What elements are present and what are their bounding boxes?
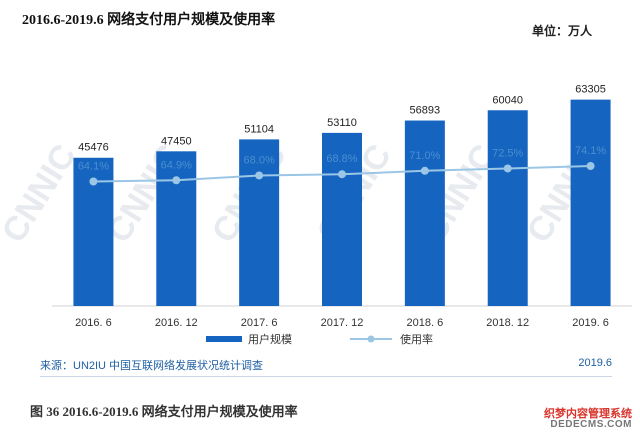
rate-point-1 — [89, 177, 98, 186]
bar-value-label: 45476 — [78, 142, 109, 154]
rate-point-6 — [503, 164, 512, 173]
bar-value-label: 60040 — [492, 94, 523, 106]
rate-value-label: 74.1% — [575, 145, 606, 157]
x-tick-label: 2016. 6 — [75, 317, 112, 329]
bar-3 — [239, 139, 280, 306]
site-watermark-name: 织梦内容管理系统 — [544, 408, 632, 420]
rate-point-7 — [586, 162, 595, 170]
rate-value-label: 72.5% — [492, 147, 523, 159]
rate-value-label: 68.8% — [326, 153, 357, 165]
source-date: 2019.6 — [578, 357, 612, 369]
rate-point-5 — [420, 166, 429, 175]
rate-value-label: 64.9% — [161, 159, 192, 171]
rate-value-label: 71.0% — [409, 150, 440, 162]
x-tick-label: 2016. 12 — [155, 317, 198, 329]
x-tick-label: 2018. 6 — [407, 317, 444, 329]
bar-value-label: 56893 — [410, 105, 441, 117]
bar-value-label: 63305 — [575, 84, 606, 96]
source-note: 来源：UN2IU 中国互联网络发展状况统计调查 — [40, 360, 264, 372]
divider — [40, 376, 612, 377]
site-watermark-url: DEDECMS.COM — [550, 419, 632, 430]
legend-line-marker — [367, 335, 375, 343]
x-tick-label: 2017. 12 — [321, 317, 364, 329]
bar-6 — [487, 110, 528, 307]
unit-label: 单位：万人 — [531, 24, 592, 38]
bar-7 — [570, 99, 611, 306]
chart-title: 2016.6-2019.6 网络支付用户规模及使用率 — [22, 13, 276, 28]
bar-value-label: 53110 — [327, 117, 357, 129]
rate-value-label: 68.0% — [244, 154, 275, 166]
bar-value-label: 51104 — [244, 123, 274, 135]
bar-5 — [404, 120, 445, 307]
rate-point-2 — [172, 176, 181, 185]
figure-caption: 图 36 2016.6-2019.6 网络支付用户规模及使用率 — [30, 404, 298, 419]
bar-value-label: 47450 — [161, 135, 192, 147]
rate-value-label: 64.1% — [78, 161, 109, 173]
rate-point-4 — [338, 170, 346, 179]
rate-point-3 — [255, 171, 264, 180]
legend-bar-swatch — [206, 336, 242, 342]
bar-2 — [156, 151, 197, 306]
watermark-text: CNNIC — [0, 138, 84, 249]
legend-line-label: 使用率 — [400, 332, 433, 346]
x-tick-label: 2017. 6 — [241, 317, 278, 329]
x-tick-label: 2019. 6 — [572, 317, 609, 329]
x-tick-label: 2018. 12 — [486, 317, 529, 329]
legend-bar-label: 用户规模 — [248, 332, 292, 346]
bar-4 — [322, 132, 362, 306]
